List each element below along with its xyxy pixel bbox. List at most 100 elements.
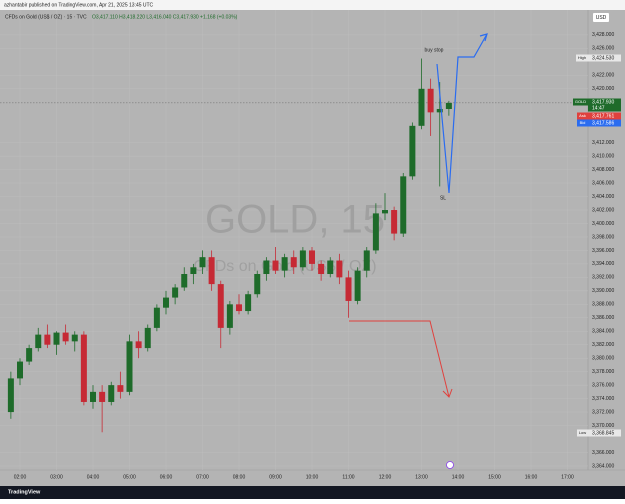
y-tick-label: 3,408.000 bbox=[592, 167, 614, 173]
candle-body bbox=[372, 213, 379, 251]
candle-body bbox=[90, 391, 96, 402]
high-tag bbox=[576, 54, 588, 62]
y-tick-label: 3,400.000 bbox=[592, 221, 614, 227]
candle-body bbox=[236, 304, 242, 312]
header-bar bbox=[0, 0, 625, 10]
y-tick-label: 3,420.000 bbox=[592, 86, 614, 92]
x-tick-label: 09:00 bbox=[269, 474, 282, 480]
candle-body bbox=[299, 250, 306, 268]
y-tick-label: 3,384.000 bbox=[592, 329, 614, 335]
candle-body bbox=[445, 102, 452, 109]
candle-body bbox=[208, 257, 215, 285]
candle-body bbox=[272, 260, 279, 271]
ohlc-readout: O3,417.110 H3,418.220 L3,416.040 C3,417.… bbox=[92, 14, 238, 20]
bid-tag-text: Bid bbox=[580, 120, 586, 125]
low-tag-text: Low bbox=[579, 430, 586, 435]
candle-body bbox=[245, 294, 252, 312]
ask-value: 3,417.761 bbox=[592, 113, 614, 119]
x-tick-label: 13:00 bbox=[415, 474, 428, 480]
event-marker[interactable] bbox=[446, 461, 454, 469]
buy-arrow-head bbox=[479, 33, 488, 42]
y-tick-label: 3,394.000 bbox=[592, 261, 614, 267]
x-tick-label: 14:00 bbox=[452, 474, 465, 480]
candle-body bbox=[354, 270, 361, 301]
y-tick-label: 3,386.000 bbox=[592, 315, 614, 321]
bid-value: 3,417.586 bbox=[592, 120, 614, 126]
candle-body bbox=[144, 327, 151, 349]
annotation-sl: SL bbox=[440, 195, 446, 201]
y-tick-label: 3,378.000 bbox=[592, 369, 614, 375]
x-tick-label: 11:00 bbox=[342, 474, 354, 480]
header: azhantabir published on TradingView.com,… bbox=[4, 2, 154, 8]
x-tick-label: 03:00 bbox=[50, 474, 63, 480]
y-tick-label: 3,410.000 bbox=[592, 153, 614, 159]
candle-body bbox=[35, 334, 42, 349]
high-value: 3,424.530 bbox=[592, 55, 614, 61]
x-tick-label: 05:00 bbox=[123, 474, 136, 480]
candle-body bbox=[181, 274, 188, 288]
candle-body bbox=[26, 348, 33, 362]
low-tag bbox=[577, 429, 588, 437]
plot-bg bbox=[0, 10, 625, 486]
x-tick-label: 15:00 bbox=[488, 474, 501, 480]
candle-body bbox=[62, 332, 69, 342]
chart-title: CFDs on Gold (US$ / OZ) · 15 · TVC bbox=[5, 14, 87, 20]
y-tick-label: 3,364.000 bbox=[592, 463, 614, 469]
y-tick-label: 3,422.000 bbox=[592, 73, 614, 79]
candle-body bbox=[44, 334, 51, 345]
candle-body bbox=[391, 210, 398, 234]
candle-body bbox=[7, 378, 14, 413]
candle-body bbox=[309, 250, 315, 264]
y-tick-label: 3,382.000 bbox=[592, 342, 614, 348]
candle-body bbox=[80, 334, 87, 402]
y-tick-label: 3,406.000 bbox=[592, 180, 614, 186]
bid-tag bbox=[577, 119, 588, 127]
candle-body bbox=[135, 341, 142, 349]
x-tick-label: 16:00 bbox=[525, 474, 538, 480]
candle-body bbox=[153, 307, 160, 328]
candle-body bbox=[53, 332, 60, 345]
footer-bar bbox=[0, 486, 625, 499]
candle-body bbox=[290, 257, 297, 268]
candle-body bbox=[108, 385, 115, 402]
candle-body bbox=[418, 88, 425, 126]
annotation-buy-stop: buy stop bbox=[425, 47, 444, 53]
candle-body bbox=[327, 260, 334, 275]
last-tag bbox=[573, 98, 588, 106]
ask-tag bbox=[577, 112, 588, 120]
candle-body bbox=[336, 260, 343, 278]
y-tick-label: 3,388.000 bbox=[592, 302, 614, 308]
y-tick-label: 3,428.000 bbox=[592, 32, 614, 38]
last-tag-text: GOLD bbox=[575, 99, 586, 104]
candle-body bbox=[427, 88, 434, 113]
candle-body bbox=[363, 250, 370, 271]
bid-value-box bbox=[588, 119, 621, 127]
sell-arrow bbox=[349, 320, 450, 398]
candle-body bbox=[99, 391, 106, 402]
x-tick-label: 17:00 bbox=[561, 474, 574, 480]
candle-body bbox=[382, 210, 388, 214]
candle-body bbox=[281, 257, 288, 271]
y-tick-label: 3,380.000 bbox=[592, 356, 614, 362]
footer-logo: TradingView bbox=[8, 489, 41, 495]
candle-body bbox=[409, 125, 416, 177]
candle-body bbox=[345, 277, 352, 301]
last-value: 3,417.930 bbox=[592, 99, 614, 105]
y-tick-label: 3,404.000 bbox=[592, 194, 614, 200]
candle-body bbox=[190, 267, 197, 275]
y-tick-label: 3,372.000 bbox=[592, 409, 614, 415]
candle-body bbox=[318, 263, 325, 275]
x-tick-label: 06:00 bbox=[160, 474, 173, 480]
currency: USD bbox=[596, 15, 607, 21]
candle-body bbox=[71, 334, 78, 342]
buy-arrow bbox=[436, 33, 488, 194]
candle-body bbox=[217, 284, 224, 328]
candle-body bbox=[163, 297, 169, 308]
candle-body bbox=[117, 385, 124, 392]
candle-body bbox=[172, 287, 179, 298]
candle-body bbox=[126, 341, 133, 392]
y-tick-label: 3,402.000 bbox=[592, 207, 614, 213]
x-tick-label: 07:00 bbox=[196, 474, 209, 480]
currency-box bbox=[593, 13, 609, 22]
low-value: 3,368.845 bbox=[592, 430, 614, 436]
